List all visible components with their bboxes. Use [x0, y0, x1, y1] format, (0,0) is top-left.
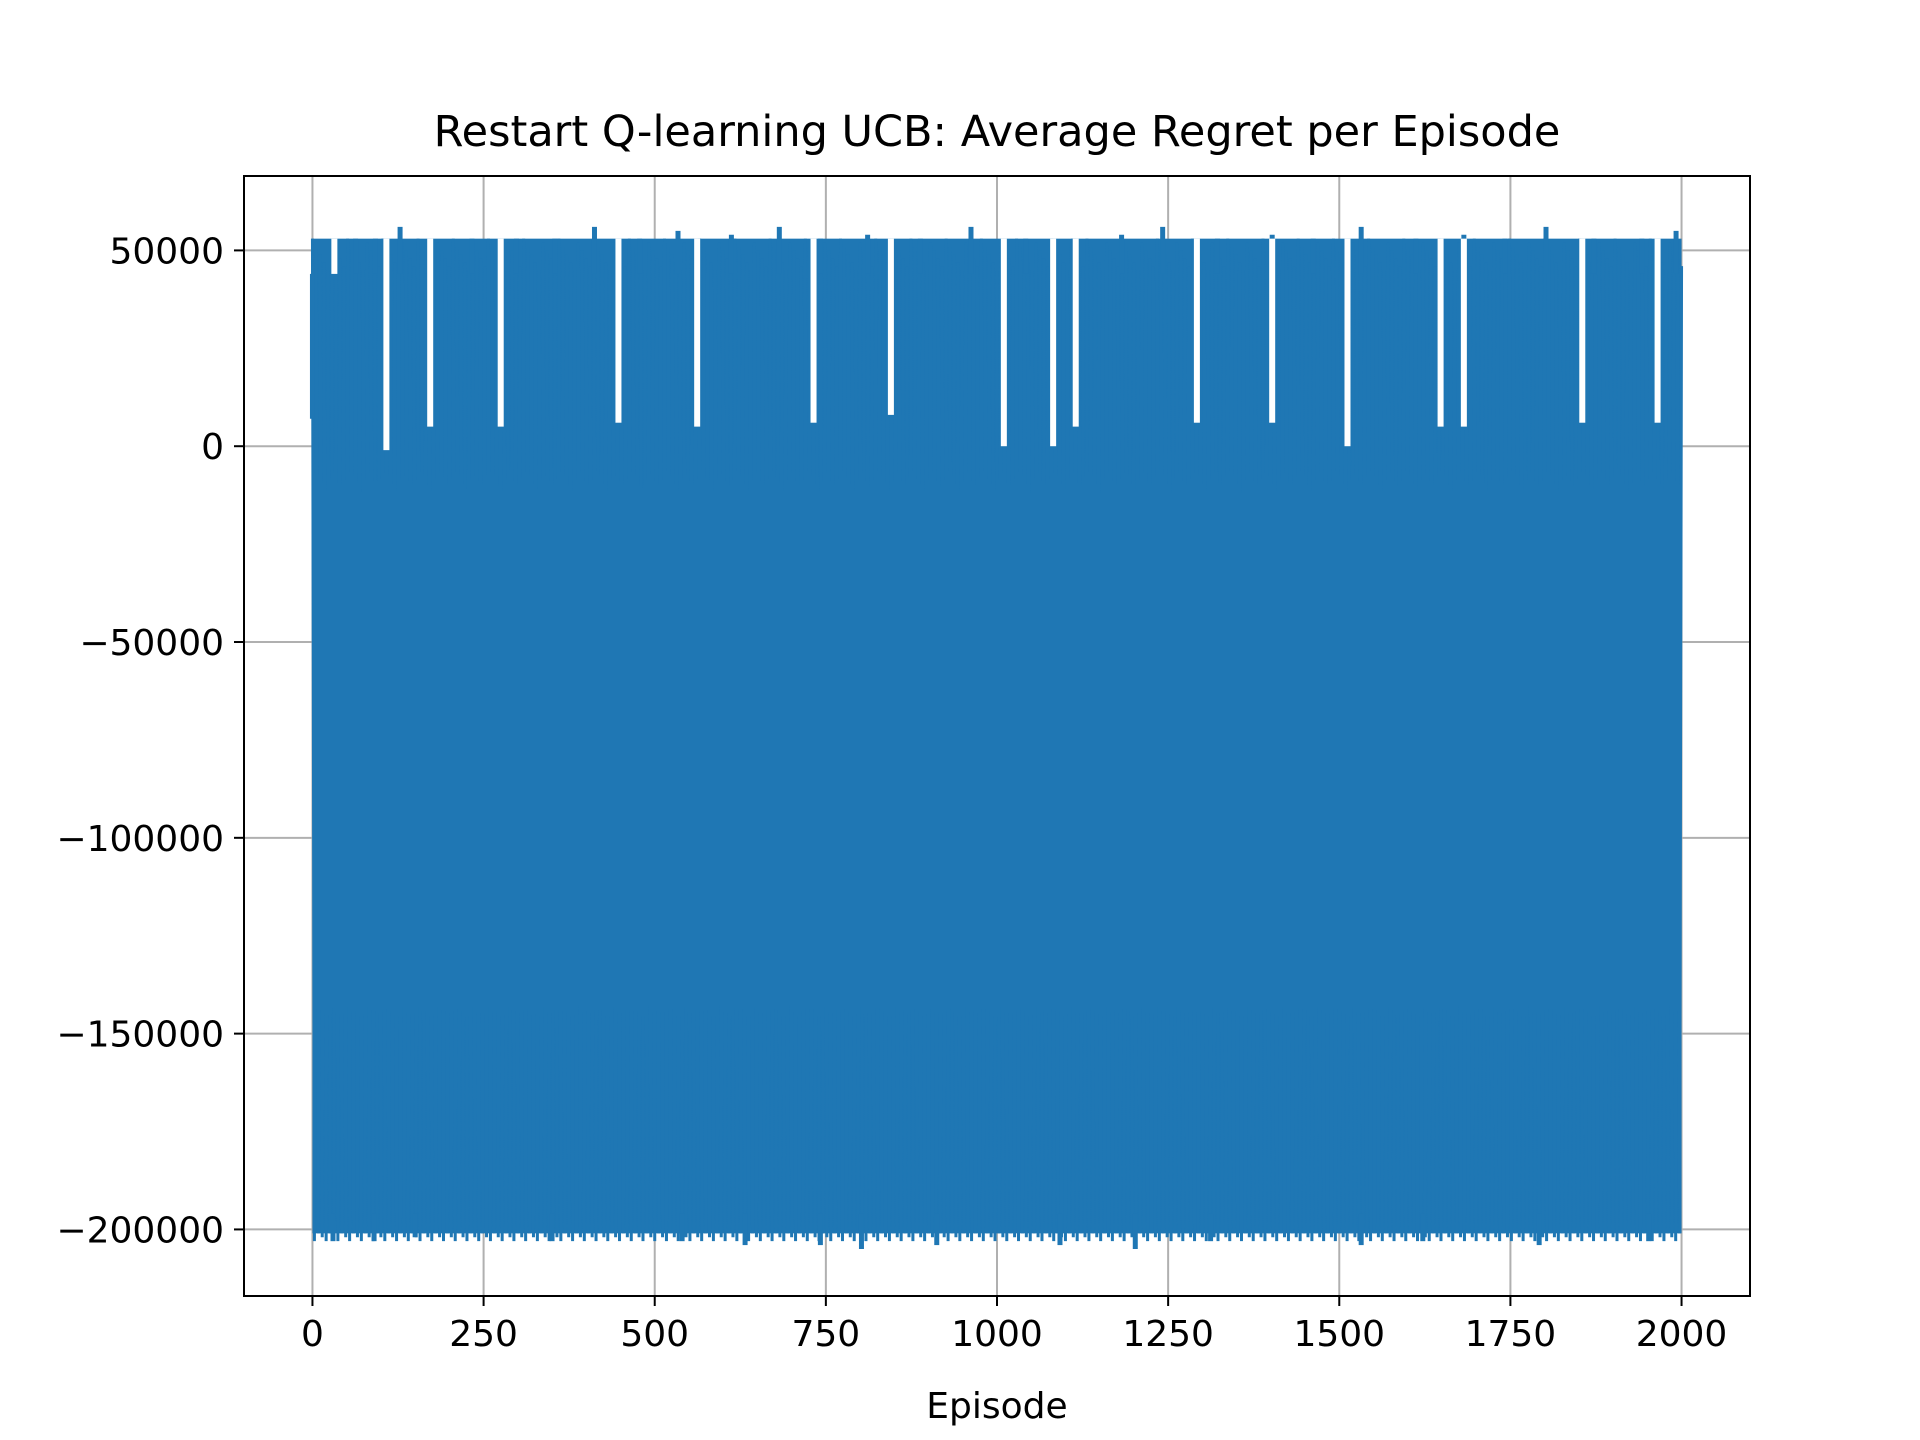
y-tick-label: −50000: [79, 623, 224, 664]
regret-gap: [497, 238, 504, 427]
x-tick-label: 1000: [951, 1314, 1043, 1355]
regret-gap: [1193, 238, 1200, 423]
regret-gap: [1654, 238, 1661, 423]
regret-gap: [1579, 238, 1586, 423]
y-tick-label: −150000: [56, 1015, 224, 1056]
x-tick-label: 750: [792, 1314, 861, 1355]
regret-gap: [615, 238, 622, 423]
axis-ticks: 0 250 500 750 1000 1250 1500 1750 2000 50000 0 −500…: [56, 231, 1727, 1355]
y-tick-label: −200000: [56, 1210, 224, 1251]
regret-gap: [887, 238, 894, 415]
x-axis-label: Episode: [926, 1386, 1067, 1427]
regret-gap: [810, 238, 817, 423]
regret-line: [310, 238, 1684, 1242]
regret-gap: [694, 238, 701, 427]
regret-gap: [383, 238, 390, 451]
regret-gap: [1269, 238, 1276, 423]
x-tick-label: 250: [449, 1314, 518, 1355]
regret-gap: [1050, 238, 1057, 447]
x-tick-label: 1750: [1465, 1314, 1557, 1355]
x-tick-label: 0: [301, 1314, 324, 1355]
y-tick-label: 0: [201, 427, 224, 468]
regret-gap: [1072, 238, 1079, 427]
regret-gap: [427, 238, 434, 427]
x-tick-label: 500: [620, 1314, 689, 1355]
series-regret: [309, 226, 1684, 1250]
regret-gap: [1344, 238, 1351, 447]
regret-gap: [1000, 238, 1007, 447]
chart-title: Restart Q-learning UCB: Average Regret p…: [434, 107, 1561, 157]
x-tick-label: 1500: [1293, 1314, 1385, 1355]
x-tick-label: 1250: [1122, 1314, 1214, 1355]
regret-gap: [331, 238, 338, 274]
regret-gap: [1460, 238, 1467, 427]
y-tick-label: 50000: [109, 231, 224, 272]
regret-gap: [1437, 238, 1444, 427]
y-tick-label: −100000: [56, 819, 224, 860]
x-tick-label: 2000: [1636, 1314, 1728, 1355]
